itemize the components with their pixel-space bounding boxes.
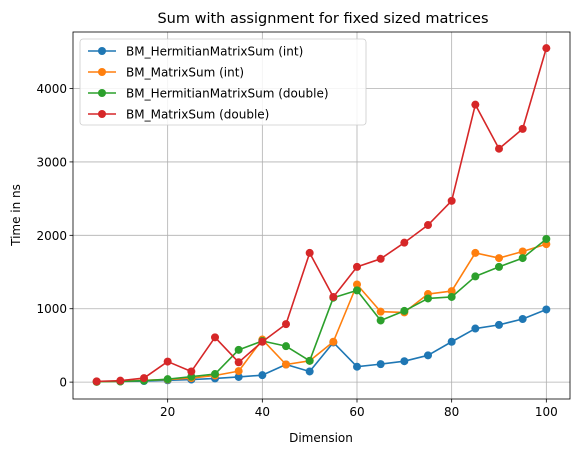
series-lines — [92, 44, 551, 386]
x-tick-label: 40 — [255, 405, 270, 419]
data-point — [376, 316, 385, 325]
data-point — [92, 377, 101, 386]
data-point — [495, 144, 503, 153]
data-point — [471, 272, 480, 281]
data-point — [495, 262, 503, 271]
data-point — [353, 262, 361, 271]
data-point — [447, 287, 456, 296]
data-point — [542, 234, 551, 243]
data-point — [424, 351, 432, 360]
series-2 — [92, 240, 551, 386]
data-point — [140, 374, 148, 383]
data-point — [282, 342, 290, 351]
legend-label: BM_MatrixSum (int) — [126, 66, 244, 80]
data-point — [471, 324, 480, 333]
x-tick-label: 100 — [535, 405, 558, 419]
legend-marker — [98, 110, 106, 118]
data-point — [163, 375, 172, 384]
series-line — [96, 308, 547, 383]
legend-marker — [98, 68, 106, 76]
y-tick-label: 1000 — [36, 302, 67, 316]
data-point — [471, 248, 480, 257]
data-point — [234, 367, 243, 376]
data-point — [305, 356, 314, 365]
data-point — [424, 294, 432, 303]
data-point — [376, 254, 385, 263]
x-tick-label: 60 — [349, 405, 364, 419]
data-point — [353, 280, 361, 289]
data-point — [518, 314, 527, 323]
data-point — [471, 100, 480, 109]
data-point — [353, 362, 361, 371]
data-point — [211, 333, 219, 342]
data-point — [187, 367, 196, 376]
data-point — [116, 376, 125, 385]
data-point — [329, 337, 338, 346]
x-axis-ticks: 20 40 60 80 100 — [160, 399, 558, 419]
y-tick-label: 2000 — [36, 229, 67, 243]
data-point — [400, 238, 409, 247]
legend-box — [79, 38, 367, 126]
data-point — [282, 320, 290, 329]
data-point — [495, 320, 503, 329]
data-point — [518, 124, 527, 133]
y-axis-ticks: 0 1000 2000 3000 4000 — [36, 82, 73, 390]
legend-marker — [98, 89, 106, 97]
plot-frame — [72, 31, 571, 400]
data-point — [234, 345, 243, 354]
data-point — [542, 44, 551, 53]
data-point — [376, 307, 385, 316]
data-point — [495, 254, 503, 263]
y-tick-label: 4000 — [36, 82, 67, 96]
data-point — [447, 196, 456, 205]
legend-label: BM_MatrixSum (double) — [126, 108, 269, 122]
data-point — [163, 357, 172, 366]
x-tick-label: 80 — [444, 405, 459, 419]
series-4 — [92, 44, 551, 386]
legend-marker — [98, 47, 106, 55]
data-point — [282, 360, 290, 369]
data-point — [329, 292, 338, 301]
legend-label: BM_HermitianMatrixSum (double) — [126, 87, 329, 101]
data-point — [447, 292, 456, 301]
data-point — [376, 360, 385, 369]
legend: BM_HermitianMatrixSum (int) BM_MatrixSum … — [79, 38, 367, 126]
y-axis-label: Time in ns — [9, 184, 23, 247]
y-tick-label: 3000 — [36, 155, 67, 169]
data-point — [258, 337, 267, 346]
data-point — [542, 305, 551, 314]
x-tick-label: 20 — [160, 405, 175, 419]
data-point — [234, 372, 243, 381]
data-point — [400, 306, 409, 315]
data-point — [447, 337, 456, 346]
data-point — [400, 357, 409, 366]
data-point — [518, 254, 527, 263]
chart-title: Sum with assignment for fixed sized matr… — [157, 11, 488, 27]
x-axis-label: Dimension — [289, 431, 353, 445]
y-tick-label: 0 — [59, 376, 67, 390]
data-point — [211, 370, 219, 379]
data-point — [305, 248, 314, 257]
legend-label: BM_HermitianMatrixSum (int) — [126, 45, 303, 59]
data-point — [353, 286, 361, 295]
data-point — [305, 367, 314, 376]
series-3 — [92, 234, 551, 386]
data-point — [518, 247, 527, 256]
data-point — [234, 358, 243, 367]
series-1 — [92, 305, 551, 386]
data-point — [258, 371, 267, 380]
data-point — [424, 221, 432, 230]
series-line — [96, 47, 548, 383]
